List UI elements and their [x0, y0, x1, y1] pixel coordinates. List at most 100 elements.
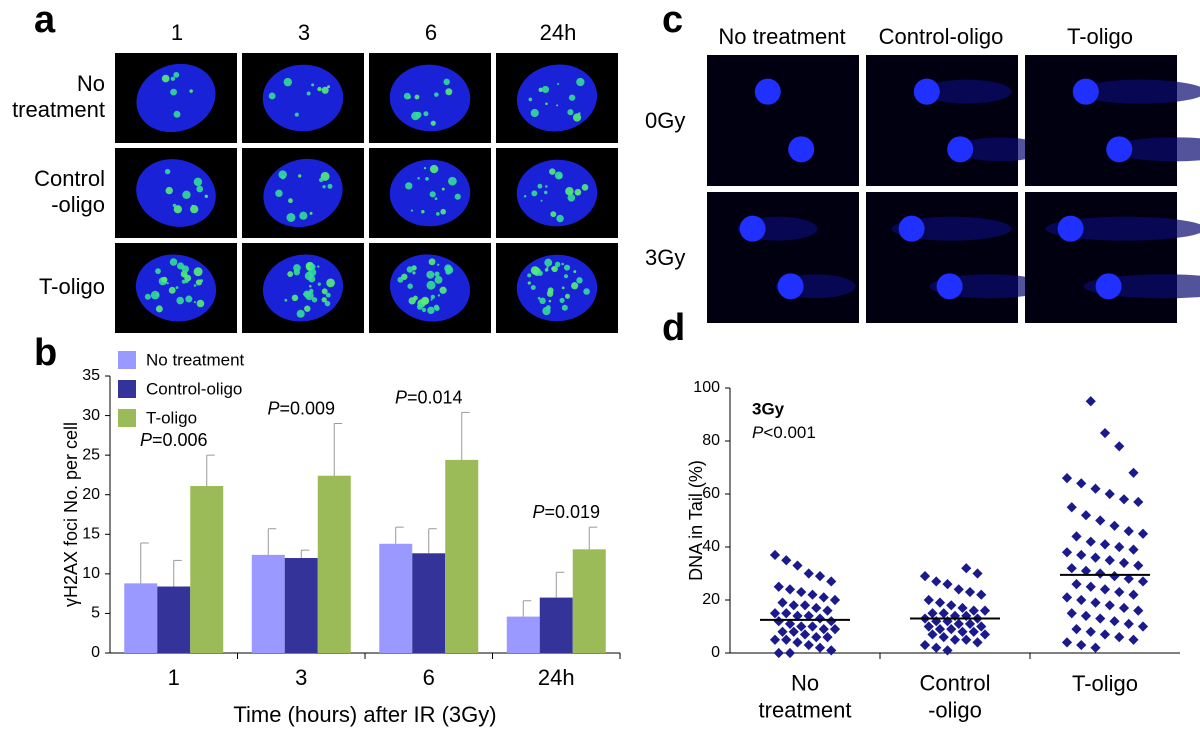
data-point [953, 584, 964, 595]
column-label: 3 [298, 20, 310, 45]
focus [291, 294, 299, 302]
focus [324, 300, 331, 307]
focus [547, 287, 554, 294]
data-point [811, 602, 822, 614]
focus [567, 109, 574, 116]
focus [327, 85, 330, 89]
data-point [949, 634, 961, 645]
data-point [826, 576, 837, 587]
data-point [1090, 552, 1101, 563]
focus [150, 290, 160, 300]
comet-tail [1109, 137, 1200, 162]
data-point [1095, 613, 1106, 624]
data-point [1137, 528, 1149, 539]
data-point [1071, 579, 1082, 590]
focus [572, 113, 582, 122]
p-number: =0.014 [407, 387, 463, 407]
focus [169, 258, 178, 266]
nucleus [262, 64, 344, 132]
focus [538, 87, 543, 92]
focus [173, 205, 182, 214]
p-number: =0.009 [279, 398, 335, 418]
data-point [1104, 600, 1115, 611]
data-point [1061, 547, 1073, 558]
data-point [784, 647, 796, 659]
row-label: 0Gy [645, 108, 685, 133]
focus [544, 190, 548, 195]
focus [561, 262, 564, 266]
comet-tail [1075, 79, 1200, 104]
legend-label: T-oligo [146, 408, 197, 427]
focus [429, 164, 439, 174]
data-point [807, 621, 818, 632]
comet-tail [921, 79, 1012, 104]
focus [527, 281, 531, 285]
focus [317, 86, 322, 92]
data-point [1133, 496, 1144, 508]
panel-letter: b [34, 332, 57, 374]
data-point [1095, 568, 1106, 579]
focus [406, 266, 414, 273]
panel-letter: d [662, 307, 685, 349]
data-point [1133, 605, 1144, 616]
data-point [1080, 510, 1092, 521]
focus [415, 111, 422, 119]
focus [416, 303, 423, 310]
focus [545, 185, 548, 188]
focus [563, 264, 571, 271]
data-point [1118, 602, 1130, 614]
y-tick-label: 40 [702, 538, 720, 555]
focus [443, 78, 450, 86]
focus [567, 193, 576, 202]
data-point [1076, 549, 1087, 561]
focus [537, 270, 543, 276]
focus [311, 297, 318, 303]
focus [541, 85, 550, 94]
data-point [979, 605, 991, 616]
data-point [1066, 502, 1077, 513]
focus [576, 277, 583, 284]
focus [204, 194, 208, 198]
focus [161, 276, 168, 283]
focus [155, 293, 160, 297]
focus [523, 195, 527, 198]
focus [405, 182, 413, 190]
focus [445, 88, 453, 96]
bar [190, 486, 224, 653]
focus [175, 286, 179, 289]
data-point [919, 571, 931, 582]
p-value: P=0.019 [532, 502, 600, 522]
focus [556, 214, 564, 223]
data-point [807, 589, 818, 600]
focus [155, 305, 163, 313]
p-symbol: P [395, 387, 407, 407]
focus [417, 177, 420, 180]
focus [531, 190, 538, 197]
focus [309, 211, 313, 215]
bar [317, 475, 351, 653]
focus [193, 301, 196, 304]
legend-swatch [118, 380, 136, 398]
bar [251, 554, 285, 653]
focus [296, 309, 305, 318]
focus [548, 299, 552, 303]
data-point [1099, 539, 1111, 550]
y-tick-label: 0 [711, 644, 720, 661]
bar [412, 553, 446, 653]
focus [168, 286, 176, 294]
data-point [961, 563, 972, 574]
focus [155, 268, 161, 275]
data-point [1076, 478, 1087, 489]
data-point [1090, 642, 1101, 653]
focus [583, 288, 590, 295]
data-point [1109, 520, 1120, 531]
focus [275, 189, 283, 198]
focus [190, 205, 199, 214]
panel-letter: a [34, 0, 56, 41]
data-point [818, 592, 829, 603]
data-point [1118, 557, 1130, 568]
focus [287, 271, 294, 277]
y-axis-label: γH2AX foci No. per cell [61, 422, 81, 607]
focus [268, 92, 276, 100]
comet-image [1025, 192, 1177, 323]
